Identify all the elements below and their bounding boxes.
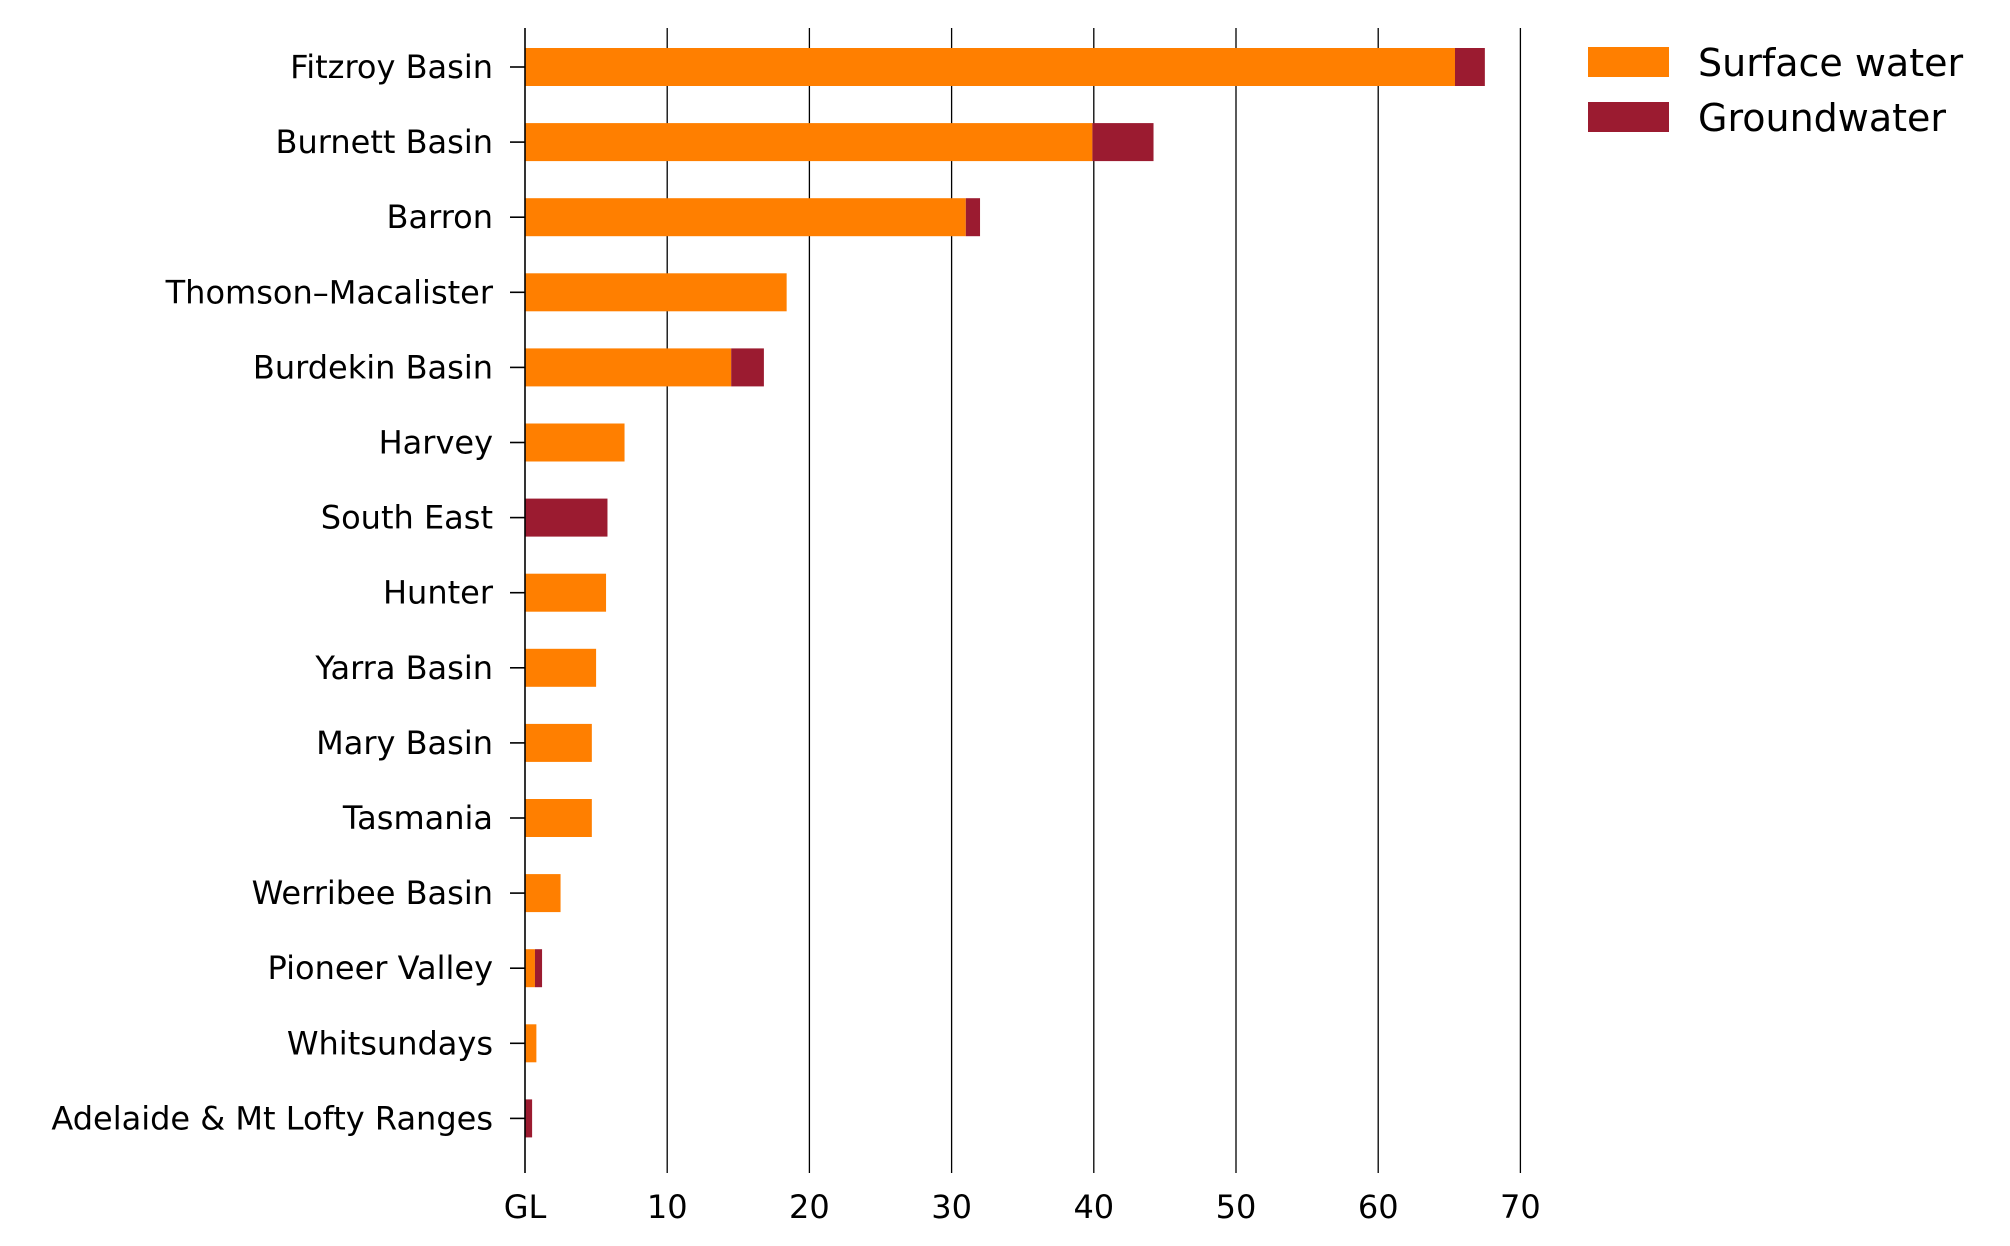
bar-groundwater-adelaide-and-mt-lofty-ranges: [525, 1099, 533, 1138]
bar-surface-water-yarra-basin: [525, 648, 597, 687]
bar-surface-water-thomson-macalister: [525, 273, 787, 312]
category-label: Tasmania: [342, 799, 493, 837]
axes: [510, 28, 526, 1173]
category-label: Thomson–Macalister: [165, 273, 494, 311]
category-label: Yarra Basin: [314, 649, 493, 687]
category-label: Burdekin Basin: [253, 348, 493, 386]
bar-surface-water-hunter: [525, 573, 607, 612]
bar-surface-water-tasmania: [525, 799, 592, 837]
x-unit-label: GL: [504, 1188, 547, 1226]
category-label: Hunter: [383, 574, 494, 612]
bar-groundwater-fitzroy-basin: [1454, 48, 1485, 86]
bar-surface-water-burdekin-basin: [525, 348, 732, 387]
bar-surface-water-mary-basin: [525, 723, 592, 762]
bar-groundwater-south-east: [525, 498, 608, 537]
bars: [525, 48, 1485, 1138]
legend: Surface water Groundwater: [1588, 41, 1963, 140]
bar-surface-water-whitsundays: [525, 1024, 537, 1063]
category-labels: Fitzroy Basin Burnett Basin Barron Thomson–…: [51, 48, 493, 1137]
bar-surface-water-harvey: [525, 423, 625, 462]
category-label: Adelaide & Mt Lofty Ranges: [51, 1099, 493, 1137]
category-label: Mary Basin: [316, 724, 493, 762]
x-tick-label: 10: [647, 1188, 688, 1226]
category-label: Fitzroy Basin: [290, 48, 493, 86]
category-label: South East: [321, 499, 493, 537]
x-tick-label: 50: [1216, 1188, 1257, 1226]
category-label: Harvey: [379, 424, 493, 462]
bar-surface-water-pioneer-valley: [525, 949, 535, 988]
bar-surface-water-fitzroy-basin: [525, 48, 1455, 86]
bar-groundwater-barron: [965, 198, 981, 237]
legend-label-groundwater: Groundwater: [1698, 96, 1946, 140]
x-tick-label: 30: [931, 1188, 972, 1226]
x-tick-labels: GL 10 20 30 40 50 60 70: [504, 1188, 1541, 1226]
x-tick-label: 20: [789, 1188, 830, 1226]
category-label: Burnett Basin: [276, 123, 493, 161]
x-tick-label: 60: [1358, 1188, 1399, 1226]
bar-surface-water-werribee-basin: [525, 874, 561, 913]
category-label: Whitsundays: [287, 1024, 493, 1062]
bar-surface-water-burnett-basin: [525, 123, 1093, 162]
bar-groundwater-pioneer-valley: [534, 949, 543, 988]
category-label: Pioneer Valley: [268, 949, 493, 987]
bar-groundwater-burnett-basin: [1092, 123, 1154, 162]
legend-label-surface-water: Surface water: [1698, 41, 1963, 85]
legend-swatch-surface-water: [1588, 47, 1669, 77]
category-label: Werribee Basin: [252, 874, 493, 912]
bar-surface-water-barron: [525, 198, 966, 237]
x-tick-label: 40: [1073, 1188, 1114, 1226]
x-tick-label: 70: [1500, 1188, 1541, 1226]
category-label: Barron: [387, 198, 493, 236]
legend-swatch-groundwater: [1588, 102, 1669, 132]
bar-groundwater-burdekin-basin: [731, 348, 764, 387]
